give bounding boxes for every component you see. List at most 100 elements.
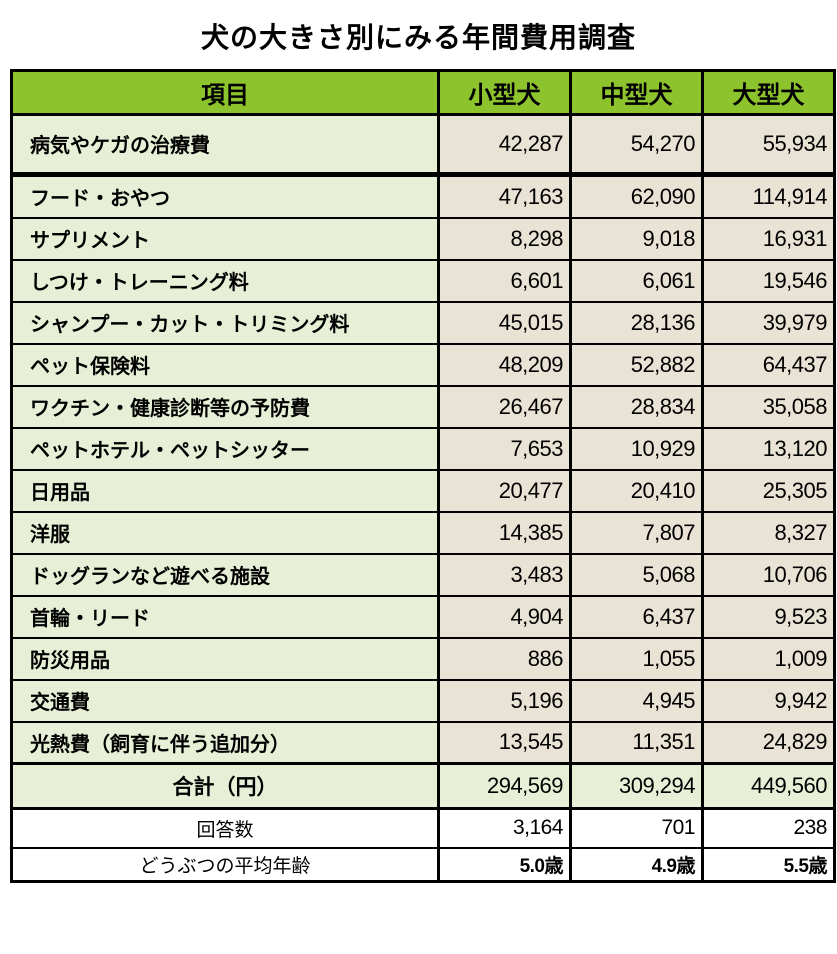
average-age-value-medium-dog: 4.9歳 (569, 846, 704, 883)
table-row: 洋服 14,385 7,807 8,327 (10, 510, 836, 555)
total-row: 合計（円） 294,569 309,294 449,560 (10, 762, 836, 810)
table-row: しつけ・トレーニング料 6,601 6,061 19,546 (10, 258, 836, 303)
row-value-large-dog: 55,934 (701, 113, 836, 174)
row-value-large-dog: 35,058 (701, 384, 836, 429)
header-small-dog: 小型犬 (437, 69, 572, 116)
table-row: 防災用品 886 1,055 1,009 (10, 636, 836, 681)
row-value-medium-dog: 6,061 (569, 258, 704, 303)
row-value-medium-dog: 6,437 (569, 594, 704, 639)
row-label: 洋服 (10, 510, 440, 555)
table-row: ペット保険料 48,209 52,882 64,437 (10, 342, 836, 387)
table-row: 病気やケガの治療費 42,287 54,270 55,934 (10, 113, 836, 174)
table-row: 首輪・リード 4,904 6,437 9,523 (10, 594, 836, 639)
row-value-large-dog: 39,979 (701, 300, 836, 345)
row-label: 病気やケガの治療費 (10, 113, 440, 174)
header-row: 項目 小型犬 中型犬 大型犬 (10, 69, 836, 116)
header-medium-dog: 中型犬 (569, 69, 704, 116)
row-value-small-dog: 7,653 (437, 426, 572, 471)
row-value-small-dog: 14,385 (437, 510, 572, 555)
row-value-small-dog: 886 (437, 636, 572, 681)
row-value-small-dog: 3,483 (437, 552, 572, 597)
row-value-small-dog: 5,196 (437, 678, 572, 723)
total-label: 合計（円） (10, 762, 440, 810)
row-label: サプリメント (10, 216, 440, 261)
table-row: フード・おやつ 47,163 62,090 114,914 (10, 174, 836, 219)
row-label: しつけ・トレーニング料 (10, 258, 440, 303)
row-label: 日用品 (10, 468, 440, 513)
spacer-cell (569, 172, 704, 177)
table-summary: 合計（円） 294,569 309,294 449,560 回答数 3,164 … (10, 762, 836, 883)
row-value-large-dog: 9,523 (701, 594, 836, 639)
average-age-row: どうぶつの平均年齢 5.0歳 4.9歳 5.5歳 (10, 846, 836, 883)
row-value-large-dog: 13,120 (701, 426, 836, 471)
row-label: フード・おやつ (10, 174, 440, 219)
table-row: ペットホテル・ペットシッター 7,653 10,929 13,120 (10, 426, 836, 471)
row-value-small-dog: 6,601 (437, 258, 572, 303)
row-label: 光熱費（飼育に伴う追加分） (10, 720, 440, 765)
row-value-medium-dog: 28,136 (569, 300, 704, 345)
row-value-small-dog: 13,545 (437, 720, 572, 765)
table-row: 日用品 20,477 20,410 25,305 (10, 468, 836, 513)
header-item: 項目 (10, 69, 440, 116)
header-large-dog: 大型犬 (701, 69, 836, 116)
total-value-small-dog: 294,569 (437, 762, 572, 810)
respondents-label: 回答数 (10, 807, 440, 849)
row-value-large-dog: 25,305 (701, 468, 836, 513)
respondents-value-small-dog: 3,164 (437, 807, 572, 849)
row-value-large-dog: 9,942 (701, 678, 836, 723)
spacer-cell (437, 172, 572, 177)
row-value-medium-dog: 54,270 (569, 113, 704, 174)
total-value-medium-dog: 309,294 (569, 762, 704, 810)
spacer-cell (10, 172, 440, 177)
respondents-value-large-dog: 238 (701, 807, 836, 849)
row-value-medium-dog: 28,834 (569, 384, 704, 429)
row-value-medium-dog: 52,882 (569, 342, 704, 387)
row-value-medium-dog: 7,807 (569, 510, 704, 555)
row-label: ドッグランなど遊べる施設 (10, 552, 440, 597)
row-value-large-dog: 19,546 (701, 258, 836, 303)
table-row: ドッグランなど遊べる施設 3,483 5,068 10,706 (10, 552, 836, 597)
annual-cost-table: 項目 小型犬 中型犬 大型犬 病気やケガの治療費 42,287 54,270 55,9… (10, 69, 836, 883)
total-value-large-dog: 449,560 (701, 762, 836, 810)
row-value-medium-dog: 62,090 (569, 174, 704, 219)
table-row: 光熱費（飼育に伴う追加分） 13,545 11,351 24,829 (10, 720, 836, 765)
row-label: ペット保険料 (10, 342, 440, 387)
row-value-medium-dog: 10,929 (569, 426, 704, 471)
spacer-cell (701, 172, 836, 177)
row-value-small-dog: 42,287 (437, 113, 572, 174)
row-value-small-dog: 4,904 (437, 594, 572, 639)
row-value-small-dog: 45,015 (437, 300, 572, 345)
row-value-large-dog: 16,931 (701, 216, 836, 261)
row-value-medium-dog: 9,018 (569, 216, 704, 261)
row-value-small-dog: 47,163 (437, 174, 572, 219)
row-value-medium-dog: 11,351 (569, 720, 704, 765)
row-value-medium-dog: 5,068 (569, 552, 704, 597)
row-value-large-dog: 8,327 (701, 510, 836, 555)
page-title: 犬の大きさ別にみる年間費用調査 (200, 22, 636, 53)
row-label: ワクチン・健康診断等の予防費 (10, 384, 440, 429)
row-value-large-dog: 10,706 (701, 552, 836, 597)
row-label: シャンプー・カット・トリミング料 (10, 300, 440, 345)
average-age-label: どうぶつの平均年齢 (10, 846, 440, 883)
table-row: シャンプー・カット・トリミング料 45,015 28,136 39,979 (10, 300, 836, 345)
table-row: ワクチン・健康診断等の予防費 26,467 28,834 35,058 (10, 384, 836, 429)
row-label: ペットホテル・ペットシッター (10, 426, 440, 471)
row-label: 交通費 (10, 678, 440, 723)
table-body: 病気やケガの治療費 42,287 54,270 55,934 フード・おやつ 47,163… (10, 113, 836, 765)
row-value-large-dog: 114,914 (701, 174, 836, 219)
row-value-small-dog: 8,298 (437, 216, 572, 261)
spacer-row (10, 172, 836, 177)
respondents-value-medium-dog: 701 (569, 807, 704, 849)
row-label: 首輪・リード (10, 594, 440, 639)
row-value-medium-dog: 1,055 (569, 636, 704, 681)
table-row: 交通費 5,196 4,945 9,942 (10, 678, 836, 723)
row-value-large-dog: 24,829 (701, 720, 836, 765)
row-label: 防災用品 (10, 636, 440, 681)
row-value-large-dog: 64,437 (701, 342, 836, 387)
row-value-small-dog: 48,209 (437, 342, 572, 387)
respondents-row: 回答数 3,164 701 238 (10, 807, 836, 849)
average-age-value-large-dog: 5.5歳 (701, 846, 836, 883)
table-row: サプリメント 8,298 9,018 16,931 (10, 216, 836, 261)
average-age-value-small-dog: 5.0歳 (437, 846, 572, 883)
